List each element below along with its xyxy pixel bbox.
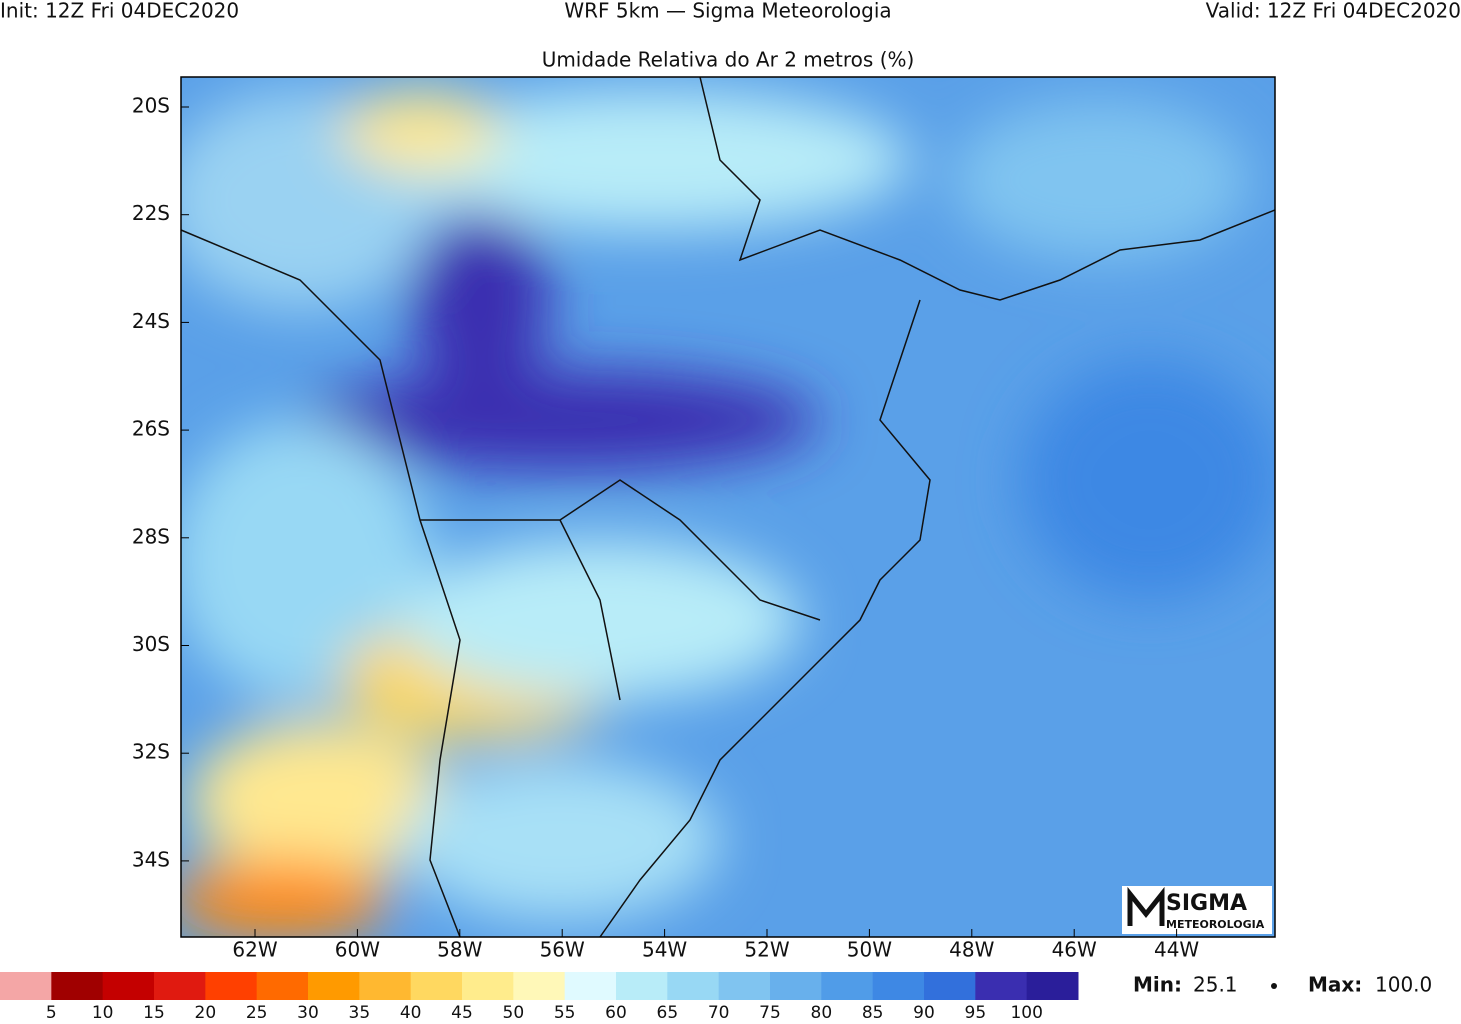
colorbar-swatch	[975, 972, 1028, 1000]
logo-sub: METEOROLOGIA	[1166, 918, 1265, 931]
lon-label: 50W	[847, 938, 892, 962]
lat-label: 28S	[132, 524, 170, 548]
lon-label: 46W	[1052, 938, 1097, 962]
colorbar-swatch	[1026, 972, 1079, 1000]
colorbar-swatch	[359, 972, 412, 1000]
colorbar-swatch	[564, 972, 617, 1000]
colorbar-swatch	[308, 972, 360, 1000]
colorbar-swatch	[872, 972, 925, 1000]
colorbar-label: 70	[708, 1003, 730, 1020]
colorbar-label: 55	[554, 1003, 576, 1020]
colorbar-label: 65	[657, 1003, 679, 1020]
lon-label: 54W	[642, 938, 687, 962]
lat-label: 20S	[132, 94, 170, 118]
colorbar-label: 50	[503, 1003, 525, 1020]
colorbar-swatch	[718, 972, 771, 1000]
colorbar-swatch	[924, 972, 976, 1000]
header-left: Init: 12Z Fri 04DEC2020	[0, 0, 239, 23]
colorbar-swatch	[154, 972, 206, 1000]
lon-label: 56W	[540, 938, 585, 962]
colorbar-swatch	[770, 972, 822, 1000]
lon-label: 44W	[1154, 938, 1199, 962]
colorbar-swatch	[51, 972, 104, 1000]
colorbar-label: 85	[862, 1003, 884, 1020]
map-title: Umidade Relativa do Ar 2 metros (%)	[542, 48, 915, 72]
colorbar-label: 10	[92, 1003, 114, 1020]
colorbar-label: 15	[143, 1003, 165, 1020]
colorbar-label: 95	[965, 1003, 987, 1020]
lon-label: 60W	[335, 938, 380, 962]
lon-label: 58W	[437, 938, 482, 962]
colorbar-label: 45	[451, 1003, 473, 1020]
borders	[181, 77, 1275, 937]
colorbar-label: 20	[195, 1003, 217, 1020]
lon-label: 52W	[744, 938, 789, 962]
colorbar-swatch	[102, 972, 155, 1000]
header-center: WRF 5km — Sigma Meteorologia	[564, 0, 891, 23]
lon-label: 48W	[949, 938, 994, 962]
colorbar-swatch	[513, 972, 566, 1000]
min-value: 25.1	[1193, 973, 1238, 997]
colorbar-label: 100	[1010, 1003, 1042, 1020]
colorbar-swatch	[616, 972, 668, 1000]
colorbar-label: 30	[297, 1003, 319, 1020]
colorbar-swatch	[462, 972, 514, 1000]
colorbar-swatch	[821, 972, 874, 1000]
max-label: Max:	[1308, 973, 1362, 997]
logo: SIGMA METEOROLOGIA	[1122, 886, 1272, 934]
lat-label: 22S	[132, 201, 170, 225]
lat-label: 34S	[132, 847, 170, 871]
colorbar-label: 25	[246, 1003, 268, 1020]
colorbar-swatch	[667, 972, 720, 1000]
colorbar-label: 40	[400, 1003, 422, 1020]
colorbar-swatch	[0, 972, 52, 1000]
colorbar-swatch	[256, 972, 309, 1000]
header-right: Valid: 12Z Fri 04DEC2020	[1206, 0, 1461, 23]
max-value: 100.0	[1375, 973, 1432, 997]
lat-label: 32S	[132, 740, 170, 764]
colorbar-label: 90	[913, 1003, 935, 1020]
colorbar-label: 35	[349, 1003, 371, 1020]
colorbar-swatch	[205, 972, 258, 1000]
lat-label: 26S	[132, 417, 170, 441]
map-frame	[180, 76, 1276, 938]
lat-label: 30S	[132, 632, 170, 656]
colorbar-label: 60	[605, 1003, 627, 1020]
logo-name: SIGMA	[1166, 891, 1247, 916]
colorbar-label: 75	[759, 1003, 781, 1020]
lat-label: 24S	[132, 309, 170, 333]
colorbar-label: 5	[46, 1003, 57, 1020]
map-field	[181, 77, 1275, 937]
colorbar-swatch	[410, 972, 463, 1000]
min-label: Min:	[1133, 973, 1182, 997]
separator-dot	[1271, 983, 1277, 989]
colorbar-label: 80	[811, 1003, 833, 1020]
lon-label: 62W	[232, 938, 277, 962]
